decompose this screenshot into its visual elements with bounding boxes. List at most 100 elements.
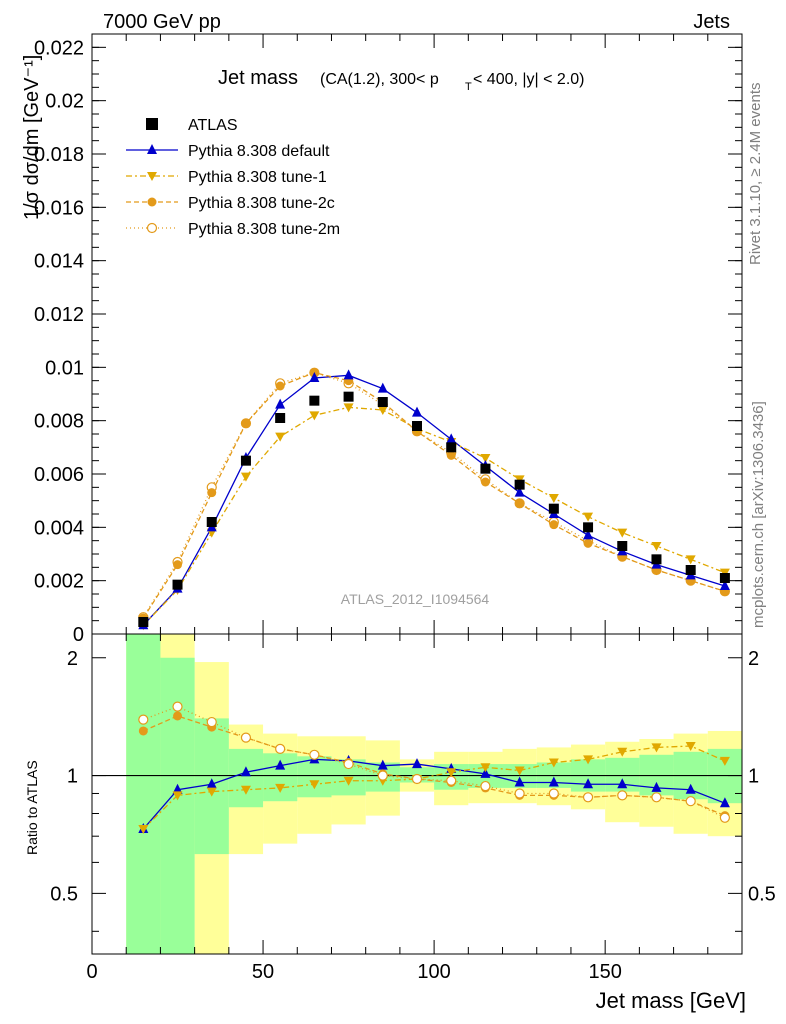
y-tick-label: 0.014 — [34, 251, 84, 273]
ratio-axis-label: Ratio to ATLAS — [24, 760, 40, 855]
data-point-0 — [514, 479, 525, 490]
ratio-point-1 — [617, 747, 628, 757]
data-point-0 — [617, 541, 628, 551]
ratio-point-3 — [480, 780, 491, 792]
x-axis-label: Jet mass [GeV] — [596, 988, 746, 1013]
ratio-point-0 — [206, 778, 217, 789]
ratio-point-1 — [172, 791, 183, 801]
data-point-1 — [514, 486, 525, 497]
data-point-3 — [549, 520, 559, 530]
ratio-point-1 — [651, 743, 662, 753]
chart-subtitle-sub: T — [465, 81, 472, 93]
data-point-1 — [446, 433, 457, 444]
chart-subtitle-a: (CA(1.2), 300< p — [320, 71, 439, 88]
green-band-bin — [228, 748, 264, 808]
ratio-point-0 — [548, 776, 559, 787]
ratio-point-0 — [719, 797, 730, 808]
data-point-2 — [275, 432, 286, 442]
ratio-point-3 — [206, 716, 217, 728]
series-line-4 — [142, 371, 726, 618]
ratio-point-3 — [685, 796, 696, 807]
y-tick-label: 0.018 — [34, 144, 84, 166]
ratio-point-2 — [173, 711, 183, 721]
data-point-2 — [309, 411, 320, 421]
ratio-frame — [91, 633, 743, 955]
legend-label: Pythia 8.308 tune-2c — [188, 195, 335, 212]
legend-label: ATLAS — [188, 117, 238, 134]
ratio-point-1 — [685, 742, 696, 751]
data-point-2 — [651, 542, 662, 551]
ratio-point-3 — [377, 770, 388, 781]
data-point-3 — [446, 450, 456, 460]
legend-label: Pythia 8.308 tune-1 — [188, 169, 327, 186]
y-tick-label: 0.022 — [34, 37, 84, 59]
data-point-2 — [377, 406, 388, 415]
data-point-1 — [309, 372, 320, 382]
ratio-point-1 — [138, 825, 149, 835]
y-tick-label: 0.012 — [34, 304, 84, 326]
data-point-0 — [172, 579, 183, 590]
chart-subtitle-b: < 400, |y| < 2.0) — [473, 71, 585, 88]
ratio-point-0 — [651, 781, 662, 792]
ratio-point-3 — [172, 701, 183, 712]
y-tick-label: 0.02 — [45, 91, 84, 113]
data-point-0 — [206, 517, 217, 527]
ratio-point-1 — [514, 766, 525, 776]
y-tick-label: 0.016 — [34, 197, 84, 219]
ratio-point-1 — [719, 756, 730, 766]
ratio-tick-label-right: 0.5 — [748, 883, 776, 905]
ratio-point-0 — [240, 766, 251, 777]
data-point-0 — [309, 395, 320, 406]
legend-label: Pythia 8.308 default — [188, 143, 330, 160]
ratio-tick-label: 1 — [67, 766, 78, 788]
legend-marker — [146, 118, 158, 130]
data-point-0 — [275, 413, 286, 423]
data-point-3 — [275, 381, 285, 391]
data-point-3 — [583, 538, 593, 548]
ratio-axis-ticks: 0 50 100 150 0.5 0.5 1 1 2 2 — [50, 634, 776, 983]
data-point-0 — [377, 397, 388, 407]
legend-marker — [147, 172, 157, 181]
legend-marker — [147, 144, 157, 154]
ratio-point-1 — [583, 755, 594, 765]
data-point-1 — [583, 529, 594, 540]
data-point-0 — [343, 391, 354, 402]
main-axis-ticks: 0 0.002 0.004 0.006 0.008 0.01 0.012 0.014 0.016… — [34, 33, 743, 646]
ratio-point-0 — [514, 776, 525, 787]
y-tick-label: 0.002 — [34, 571, 84, 593]
data-point-0 — [138, 617, 149, 627]
ratio-line-0 — [142, 758, 726, 830]
data-point-3 — [173, 560, 183, 570]
ratio-point-3 — [411, 773, 423, 785]
ratio-point-3 — [548, 788, 559, 799]
data-point-2 — [583, 512, 594, 522]
x-tick-label: 100 — [417, 961, 450, 983]
ratio-point-3 — [240, 732, 252, 743]
data-point-0 — [446, 442, 457, 453]
data-point-0 — [685, 565, 696, 575]
data-point-0 — [548, 503, 559, 514]
ratio-point-0 — [480, 767, 491, 778]
ratio-data-layer — [92, 634, 742, 954]
data-point-2 — [240, 472, 251, 482]
data-point-3 — [480, 477, 490, 487]
ratio-point-1 — [309, 780, 320, 790]
data-point-1 — [377, 382, 388, 393]
ratio-point-3 — [343, 758, 354, 770]
ratio-panel: 0 50 100 150 0.5 0.5 1 1 2 2 Ratio to ATLAS Jet m… — [24, 633, 776, 1013]
y-tick-label: 0.01 — [45, 357, 84, 379]
data-point-1 — [343, 369, 354, 380]
analysis-watermark: ATLAS_2012_I1094564 — [341, 591, 490, 607]
series-line-1 — [142, 374, 726, 626]
ratio-point-3 — [446, 775, 457, 786]
data-point-2 — [343, 403, 354, 413]
data-point-2 — [617, 528, 628, 538]
y-tick-label: 0.004 — [34, 517, 84, 539]
data-point-0 — [480, 463, 491, 474]
series-line-2 — [142, 406, 726, 626]
ratio-point-0 — [412, 758, 422, 769]
ratio-line-3 — [143, 705, 726, 819]
main-panel: 0 0.002 0.004 0.006 0.008 0.01 0.012 0.014 0.016… — [21, 33, 743, 646]
data-point-1 — [412, 406, 422, 417]
